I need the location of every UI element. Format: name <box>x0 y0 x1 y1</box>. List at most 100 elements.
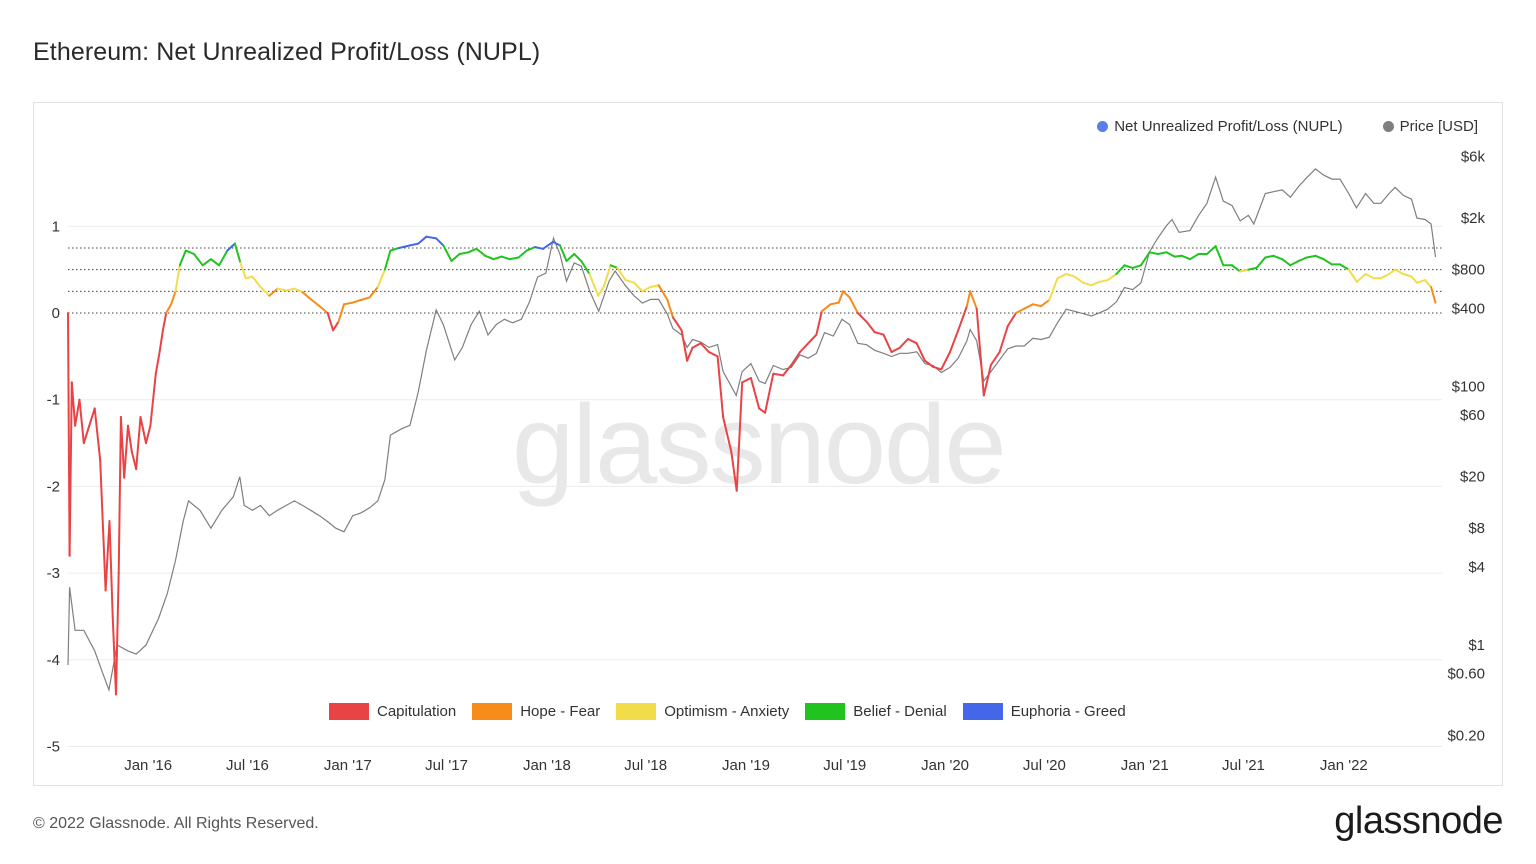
nupl-segment-182 <box>1388 268 1397 275</box>
nupl-segment-40 <box>259 286 271 297</box>
nupl-segment-128 <box>949 329 960 353</box>
nupl-segment-56 <box>383 249 392 271</box>
nupl-segment-39 <box>251 275 262 288</box>
x-tick-label-1: Jul '16 <box>226 757 269 774</box>
nupl-segment-179 <box>1364 273 1375 280</box>
zone-label-belief-denial: Belief - Denial <box>853 703 947 720</box>
nupl-segment-35 <box>226 242 236 252</box>
legend-swatch-price <box>1382 121 1394 132</box>
nupl-segment-129 <box>957 305 968 332</box>
nupl-segment-76 <box>551 240 561 247</box>
nupl-segment-156 <box>1173 254 1183 258</box>
nupl-segment-86 <box>624 279 636 284</box>
nupl-segment-94 <box>686 346 694 362</box>
nupl-segment-176 <box>1339 263 1350 271</box>
nupl-segment-97 <box>707 351 719 358</box>
nupl-segment-105 <box>764 372 775 414</box>
nupl-segment-115 <box>842 290 851 299</box>
nupl-segment-158 <box>1189 253 1200 261</box>
nupl-segment-51 <box>343 301 354 306</box>
nupl-segment-41 <box>268 287 279 297</box>
legend-item-nupl[interactable]: Net Unrealized Profit/Loss (NUPL) <box>1097 118 1343 135</box>
nupl-segment-108 <box>790 351 801 366</box>
nupl-segment-65 <box>458 251 470 255</box>
nupl-segment-50 <box>337 303 345 323</box>
nupl-segment-145 <box>1082 281 1093 287</box>
nupl-segment-155 <box>1165 251 1176 258</box>
nupl-segment-81 <box>588 273 600 297</box>
nupl-segment-85 <box>616 266 627 282</box>
nupl-segment-138 <box>1023 303 1034 310</box>
nupl-segment-141 <box>1048 277 1059 301</box>
nupl-segment-144 <box>1073 275 1085 284</box>
nupl-segment-7 <box>88 407 96 427</box>
nupl-segment-17 <box>127 424 133 453</box>
nupl-segment-103 <box>749 377 761 410</box>
nupl-segment-96 <box>699 342 710 353</box>
nupl-segment-90 <box>657 284 669 301</box>
nupl-segment-113 <box>829 301 840 306</box>
nupl-segment-48 <box>326 312 335 332</box>
zone-swatch-belief-denial <box>805 703 846 720</box>
nupl-segment-22 <box>149 372 157 427</box>
nupl-segment-25 <box>161 312 168 332</box>
nupl-segment-59 <box>409 242 420 247</box>
copyright-footer: © 2022 Glassnode. All Rights Reserved. <box>33 815 319 832</box>
nupl-segment-104 <box>758 407 767 414</box>
nupl-segment-167 <box>1264 254 1275 259</box>
nupl-segment-178 <box>1355 273 1367 283</box>
nupl-segment-69 <box>492 255 503 261</box>
nupl-segment-37 <box>239 261 247 280</box>
zone-label-euphoria-greed: Euphoria - Greed <box>1010 703 1126 720</box>
nupl-segment-3 <box>70 381 77 427</box>
nupl-segment-170 <box>1289 260 1300 267</box>
nupl-segment-79 <box>573 253 583 262</box>
nupl-segment-184 <box>1402 273 1413 278</box>
y-left-tick-label-4: -3 <box>47 565 60 582</box>
nupl-segment-165 <box>1247 266 1258 271</box>
y-left-tick-label-6: -5 <box>47 739 60 756</box>
y-right-tick-label-7: $8 <box>1468 520 1485 537</box>
zone-legend-euphoria-greed: Euphoria - Greed <box>962 703 1126 720</box>
nupl-segment-33 <box>209 258 221 267</box>
nupl-segment-91 <box>666 299 674 319</box>
nupl-segment-111 <box>815 310 823 336</box>
nupl-segment-98 <box>716 355 725 418</box>
nupl-segment-148 <box>1106 273 1118 282</box>
nupl-segment-2 <box>68 381 73 557</box>
x-tick-label-2: Jan '17 <box>324 757 372 774</box>
chart-panel <box>33 102 1503 786</box>
nupl-segment-173 <box>1314 254 1325 261</box>
brand-logo: glassnode <box>1334 800 1503 842</box>
nupl-segment-34 <box>218 249 229 267</box>
nupl-segment-21 <box>145 424 152 445</box>
x-tick-label-0: Jan '16 <box>124 757 172 774</box>
nupl-segment-62 <box>435 237 445 247</box>
nupl-segment-55 <box>376 268 386 288</box>
legend-label-nupl: Net Unrealized Profit/Loss (NUPL) <box>1114 118 1343 135</box>
nupl-segment-88 <box>641 286 652 293</box>
nupl-segment-161 <box>1214 245 1225 267</box>
nupl-segment-188 <box>1430 286 1437 304</box>
nupl-segment-61 <box>425 235 438 240</box>
x-tick-label-4: Jan '18 <box>523 757 571 774</box>
nupl-segment-177 <box>1347 268 1358 283</box>
zone-legend-capitulation: Capitulation <box>329 703 456 720</box>
price-series-line <box>67 168 1437 693</box>
nupl-segment-121 <box>890 346 901 353</box>
nupl-segment-8 <box>93 407 102 462</box>
y-right-tick-label-10: $0.60 <box>1447 666 1485 683</box>
nupl-segment-106 <box>772 372 785 377</box>
nupl-segment-171 <box>1297 256 1308 262</box>
nupl-segment-43 <box>285 287 296 292</box>
chart-title: Ethereum: Net Unrealized Profit/Loss (NU… <box>33 38 541 66</box>
nupl-segment-30 <box>184 249 195 255</box>
nupl-segment-45 <box>301 291 312 301</box>
nupl-segment-26 <box>165 303 173 314</box>
nupl-segment-24 <box>158 329 164 353</box>
legend-item-price[interactable]: Price [USD] <box>1382 118 1478 135</box>
legend-label-price: Price [USD] <box>1399 118 1478 135</box>
nupl-segment-169 <box>1281 258 1292 267</box>
nupl-segment-168 <box>1272 254 1284 261</box>
